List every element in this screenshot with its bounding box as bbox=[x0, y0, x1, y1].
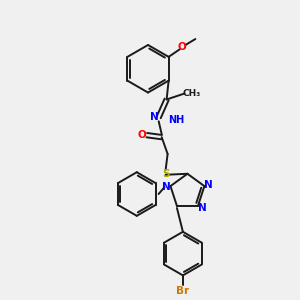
Text: N: N bbox=[162, 182, 171, 192]
Text: N: N bbox=[150, 112, 159, 122]
Text: CH₃: CH₃ bbox=[182, 89, 200, 98]
Text: N: N bbox=[204, 180, 213, 190]
Text: S: S bbox=[162, 169, 169, 179]
Text: N: N bbox=[199, 203, 207, 213]
Text: Br: Br bbox=[176, 286, 190, 296]
Text: O: O bbox=[137, 130, 146, 140]
Text: NH: NH bbox=[169, 115, 185, 125]
Text: O: O bbox=[177, 42, 186, 52]
